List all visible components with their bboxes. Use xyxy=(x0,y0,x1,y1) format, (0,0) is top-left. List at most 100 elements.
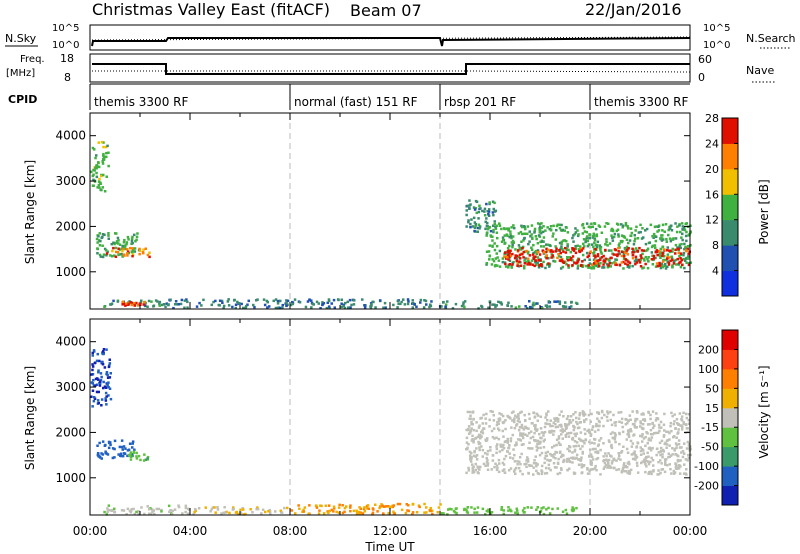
echo-cell xyxy=(631,247,634,251)
echo-cell xyxy=(383,301,387,305)
echo-cell xyxy=(541,307,544,310)
echo-cell xyxy=(495,468,499,472)
y-tick-label: 3000 xyxy=(55,380,86,394)
echo-cell xyxy=(511,239,515,243)
echo-cell xyxy=(239,511,243,514)
echo-cell xyxy=(557,457,560,461)
colorbar-swatch xyxy=(722,446,738,467)
echo-cell xyxy=(552,421,555,424)
echo-cell xyxy=(538,440,541,444)
echo-cell xyxy=(604,452,607,455)
echo-cell xyxy=(608,465,612,468)
echo-cell xyxy=(503,255,506,258)
echo-cell xyxy=(549,250,552,253)
echo-cell xyxy=(358,512,361,516)
echo-cell xyxy=(95,154,98,157)
echo-cell xyxy=(629,428,632,431)
echo-cell xyxy=(654,235,658,238)
echo-cell xyxy=(504,265,508,268)
echo-cell xyxy=(518,456,522,459)
echo-cell xyxy=(446,513,449,516)
echo-cell xyxy=(222,304,226,308)
echo-cell xyxy=(594,447,597,451)
echo-cell xyxy=(503,468,506,471)
echo-cell xyxy=(545,243,548,246)
echo-cell xyxy=(247,299,250,303)
echo-cell xyxy=(587,264,590,267)
echo-cell xyxy=(514,511,517,514)
echo-cell xyxy=(627,227,630,230)
echo-cell xyxy=(589,434,592,437)
echo-cell xyxy=(466,204,469,208)
echo-cell xyxy=(507,446,510,450)
echo-cell xyxy=(223,506,226,509)
echo-cell xyxy=(645,227,649,231)
echo-cell xyxy=(484,464,487,467)
echo-cell xyxy=(491,303,494,306)
echo-cell xyxy=(627,241,630,245)
echo-cell xyxy=(663,230,666,233)
echo-cell xyxy=(639,422,642,425)
echo-cell xyxy=(170,512,174,516)
echo-cell xyxy=(513,226,516,230)
echo-cell xyxy=(511,245,514,249)
echo-cell xyxy=(567,457,570,461)
echo-cell xyxy=(125,302,128,305)
echo-cell xyxy=(523,506,526,510)
echo-cell xyxy=(107,504,111,507)
echo-cell xyxy=(573,247,576,251)
echo-cell xyxy=(602,455,605,458)
echo-cell xyxy=(233,299,236,302)
echo-cell xyxy=(558,249,561,252)
echo-cell xyxy=(635,461,639,465)
echo-cell xyxy=(479,465,482,469)
x-tick-label: 00:00 xyxy=(673,524,708,538)
echo-cell xyxy=(555,228,558,232)
echo-cell xyxy=(95,237,99,241)
echo-cell xyxy=(134,240,137,243)
echo-cell xyxy=(542,446,546,449)
echo-cell xyxy=(544,416,547,419)
echo-cell xyxy=(357,510,361,514)
echo-cell xyxy=(576,302,579,305)
echo-cell xyxy=(294,512,297,515)
echo-cell xyxy=(652,254,656,258)
echo-cell xyxy=(495,423,499,427)
echo-cell xyxy=(97,239,101,242)
echo-cell xyxy=(194,508,197,511)
echo-cell xyxy=(512,448,515,451)
echo-cell xyxy=(576,422,579,426)
echo-cell xyxy=(520,410,523,414)
echo-cell xyxy=(400,508,404,512)
echo-cell xyxy=(644,255,648,259)
echo-cell xyxy=(255,507,258,511)
echo-cell xyxy=(549,419,552,422)
echo-cell xyxy=(609,410,612,414)
echo-cell xyxy=(493,465,496,469)
echo-cell xyxy=(593,238,597,242)
echo-cell xyxy=(674,453,677,456)
echo-cell xyxy=(263,303,267,307)
echo-cell xyxy=(588,258,591,261)
echo-cell xyxy=(656,417,660,421)
echo-cell xyxy=(400,300,403,304)
echo-cell xyxy=(663,442,666,446)
echo-cell xyxy=(497,422,500,426)
echo-cell xyxy=(591,425,595,429)
echo-cell xyxy=(101,235,104,239)
echo-cell xyxy=(628,266,631,269)
echo-cell xyxy=(384,306,387,309)
echo-cell xyxy=(517,249,520,252)
echo-cell xyxy=(372,508,375,511)
echo-cell xyxy=(606,263,609,266)
echo-cell xyxy=(639,230,642,234)
echo-cell xyxy=(467,220,470,224)
echo-cell xyxy=(242,513,246,516)
echo-cell xyxy=(572,234,575,237)
echo-cell xyxy=(149,512,153,515)
echo-cell xyxy=(528,261,531,265)
echo-cell xyxy=(474,223,478,226)
echo-cell xyxy=(536,442,540,446)
echo-cell xyxy=(466,506,469,509)
echo-cell xyxy=(501,448,504,452)
